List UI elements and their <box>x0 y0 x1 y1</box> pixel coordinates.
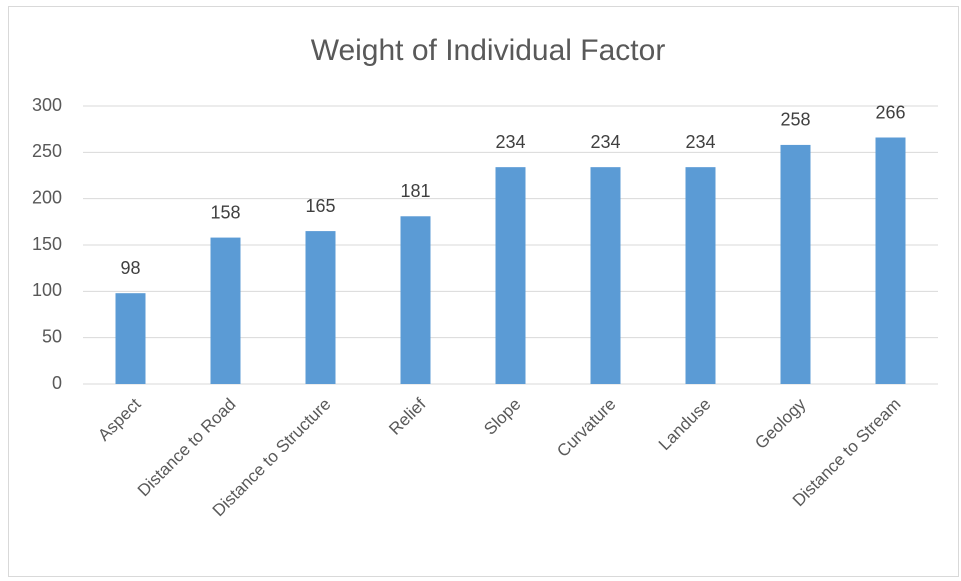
data-label: 98 <box>120 258 140 278</box>
data-label: 234 <box>685 132 715 152</box>
y-tick-label: 300 <box>32 95 62 115</box>
data-label: 181 <box>400 181 430 201</box>
bar <box>685 167 716 384</box>
data-label: 158 <box>210 202 240 222</box>
bar <box>210 237 241 384</box>
bar <box>780 144 811 384</box>
bar <box>590 167 621 384</box>
data-label: 266 <box>875 102 905 122</box>
bar <box>115 293 146 384</box>
data-label: 165 <box>305 196 335 216</box>
y-tick-label: 150 <box>32 234 62 254</box>
y-tick-label: 0 <box>52 373 62 393</box>
y-tick-label: 50 <box>42 326 62 346</box>
y-tick-label: 200 <box>32 187 62 207</box>
data-label: 258 <box>780 110 810 130</box>
y-tick-label: 250 <box>32 141 62 161</box>
bar <box>400 216 431 384</box>
bar <box>495 167 526 384</box>
bar <box>875 137 906 384</box>
data-label: 234 <box>590 132 620 152</box>
chart-title: Weight of Individual Factor <box>311 34 666 67</box>
y-tick-label: 100 <box>32 280 62 300</box>
data-label: 234 <box>495 132 525 152</box>
bar <box>305 231 336 384</box>
